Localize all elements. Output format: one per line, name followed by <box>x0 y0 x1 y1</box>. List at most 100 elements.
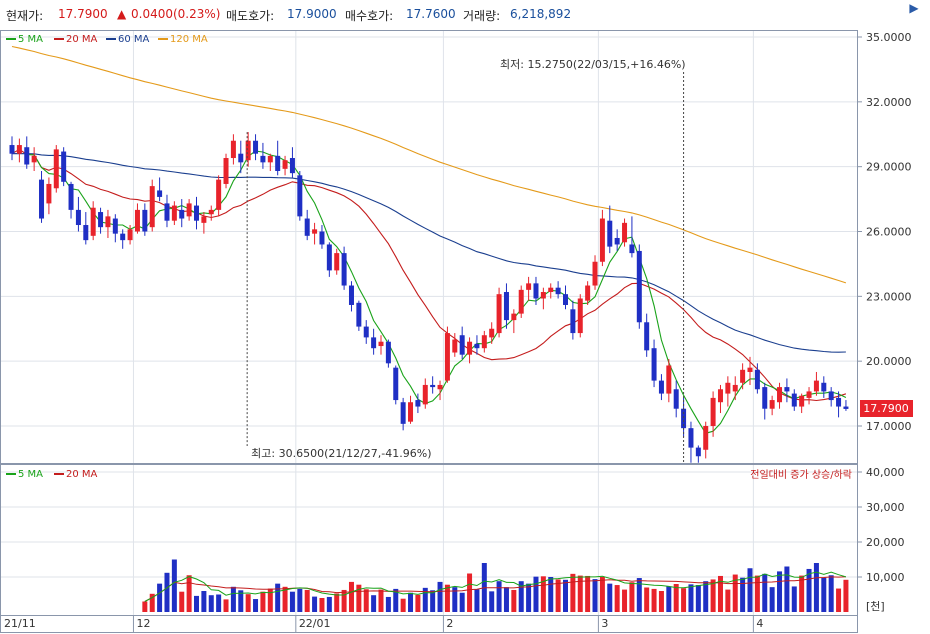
volume-bar <box>747 568 753 612</box>
volume-bar <box>474 589 480 612</box>
candle-body <box>289 158 295 174</box>
candle-body <box>16 145 22 154</box>
ask-value: 17.9000 <box>287 7 337 21</box>
candle-body <box>393 367 399 401</box>
candle-body <box>821 382 827 392</box>
volume-bar <box>267 588 273 612</box>
volume-bar <box>540 576 546 612</box>
candle-body <box>378 341 384 347</box>
candle-body <box>134 209 140 232</box>
volume-tick-label: 20,000 <box>866 536 905 549</box>
candle-body <box>799 395 805 407</box>
candle-body <box>828 391 834 401</box>
volume-bar <box>740 577 746 612</box>
candle-body <box>555 287 561 295</box>
candle-body <box>518 289 524 314</box>
date-tick-label: 3 <box>601 617 608 630</box>
volume-bar <box>518 581 524 612</box>
price-tick-label: 35.0000 <box>866 31 912 44</box>
volume-bar <box>777 571 783 612</box>
moving-average-lines <box>11 45 847 434</box>
volume-bar <box>622 589 628 612</box>
scroll-right-icon[interactable]: ▶ <box>909 1 919 15</box>
candle-body <box>408 402 414 422</box>
volume-bar <box>238 590 244 612</box>
volume-bar <box>791 586 797 612</box>
price-label: 현재가: <box>6 9 44 23</box>
candle-body <box>459 335 465 355</box>
candle-body <box>430 384 436 388</box>
candle-body <box>223 158 229 184</box>
legend-swatch-vol-ma5 <box>6 473 16 475</box>
volume-bar <box>142 601 148 612</box>
volume-bar <box>194 595 199 612</box>
volume-bar <box>171 559 177 612</box>
candle-body <box>636 250 642 323</box>
candle-body <box>9 145 15 154</box>
volume-moving-averages <box>144 571 847 602</box>
volume-unit: [천] <box>866 599 885 613</box>
candle-body <box>98 212 104 228</box>
volume-bar <box>762 573 768 612</box>
candle-body <box>666 365 672 394</box>
volume-bar <box>695 585 701 612</box>
candle-body <box>777 387 783 403</box>
candle-body <box>341 253 347 286</box>
ma5-line <box>26 150 847 434</box>
price-value: 17.7900 <box>58 7 108 21</box>
date-tick-label: 2 <box>446 617 453 630</box>
volume-bar <box>230 586 236 612</box>
volume-bar <box>666 586 672 612</box>
candle-body <box>422 384 428 405</box>
volume-bar <box>319 598 325 612</box>
volume-bar <box>378 589 384 612</box>
candle-body <box>24 147 30 165</box>
volume-bar <box>437 581 443 612</box>
volume-bar <box>216 594 222 612</box>
volume-series <box>142 559 849 612</box>
volume-bar <box>658 591 664 612</box>
bid-value: 17.7600 <box>406 7 456 21</box>
candle-body <box>46 183 52 204</box>
candle-body <box>489 328 495 338</box>
candle-body <box>194 205 199 221</box>
candle-body <box>806 391 812 398</box>
candle-body <box>201 216 207 223</box>
volume-bar <box>385 596 391 612</box>
volume-bar <box>371 595 377 612</box>
legend-swatch-ma20 <box>54 38 64 40</box>
candle-body <box>179 209 185 219</box>
volume-bar <box>201 591 207 612</box>
date-tick-label: 21/11 <box>4 617 36 630</box>
candle-body <box>267 155 273 163</box>
volume-bar <box>526 583 532 612</box>
candle-body <box>740 369 746 383</box>
candle-body <box>260 155 266 163</box>
candle-body <box>68 183 74 210</box>
volume-bar <box>813 563 819 612</box>
legend-swatch-ma5 <box>6 38 16 40</box>
volume-label: 거래량: <box>463 9 501 23</box>
bid-label: 매수호가: <box>345 9 394 23</box>
candle-body <box>304 218 310 236</box>
volume-bar <box>363 589 369 612</box>
candle-body <box>813 380 819 392</box>
candle-body <box>481 335 487 349</box>
volume-bar <box>717 575 723 612</box>
candle-body <box>120 233 126 241</box>
volume-bar <box>585 575 591 612</box>
axis-labels: 35.0000 32.0000 29.0000 26.0000 23.0000 20.00… <box>4 31 912 632</box>
candle-body <box>142 209 148 232</box>
volume-bar <box>828 575 834 612</box>
volume-bar <box>334 593 340 612</box>
volume-bar <box>282 586 288 612</box>
candle-body <box>444 333 450 381</box>
price-tick-label: 20.0000 <box>866 355 912 368</box>
volume-bar <box>533 576 539 612</box>
volume-bar <box>260 591 266 612</box>
candle-body <box>415 400 421 407</box>
volume-bar <box>312 596 318 612</box>
volume-bar <box>836 588 842 612</box>
price-legend: 5 MA 20 MA 60 MA 120 MA <box>6 34 208 45</box>
